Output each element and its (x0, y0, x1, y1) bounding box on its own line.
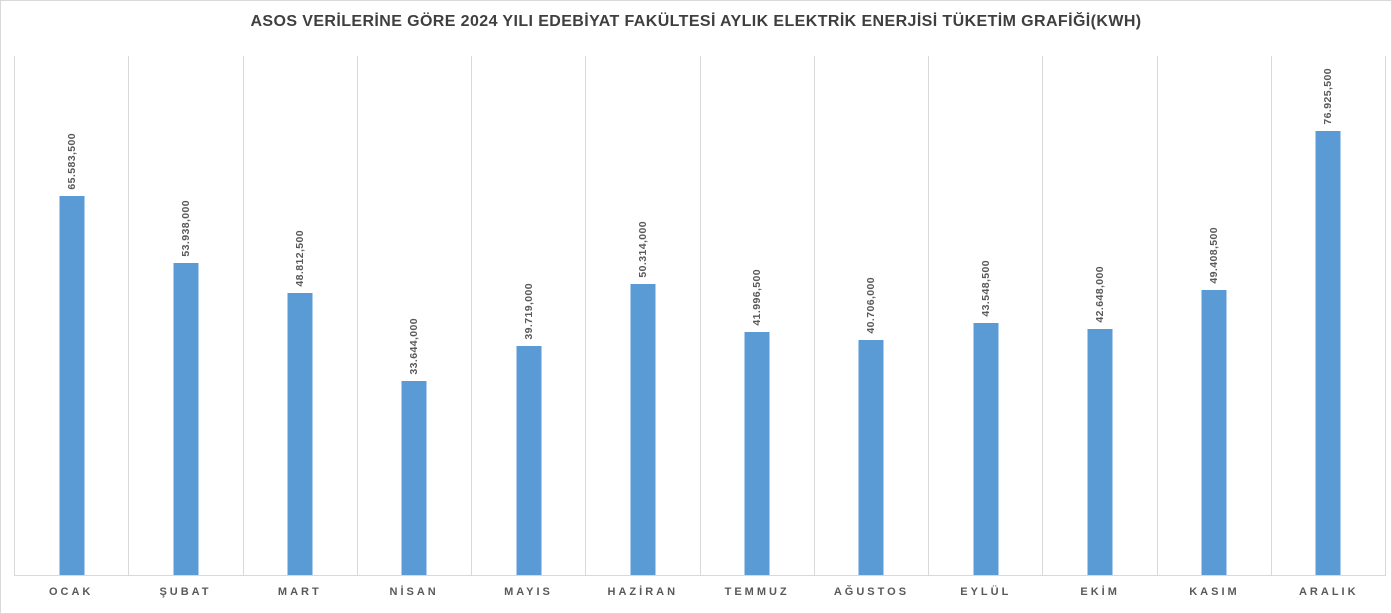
bar-value-label: 65.583,500 (65, 133, 78, 190)
x-axis-label: MAYIS (504, 586, 553, 598)
category-cell: 39.719,000 (471, 56, 585, 575)
bar[interactable] (516, 346, 542, 575)
bar[interactable] (59, 196, 85, 575)
bar-value-label: 33.644,000 (408, 318, 421, 375)
bar[interactable] (1201, 290, 1227, 575)
x-axis-label: EKİM (1080, 586, 1120, 598)
bar[interactable] (401, 381, 427, 575)
category-cell: 76.925,500 (1270, 56, 1385, 575)
bar-value-label: 42.648,000 (1093, 266, 1106, 323)
category-cell: 49.408,500 (1156, 56, 1271, 575)
chart-title: ASOS VERİLERİNE GÖRE 2024 YILI EDEBİYAT … (250, 13, 1142, 30)
category-cell: 48.812,500 (242, 56, 357, 575)
bar-value-label: 53.938,000 (179, 200, 192, 257)
category-cell: 33.644,000 (356, 56, 471, 575)
category-cell: 65.583,500 (14, 56, 128, 575)
bar-value-label: 39.719,000 (522, 283, 535, 340)
category-cell: 43.548,500 (928, 56, 1042, 575)
x-axis-label: EYLÜL (960, 586, 1012, 598)
bar-value-label: 50.314,000 (636, 221, 649, 278)
x-axis-label: ARALIK (1298, 586, 1359, 598)
x-axis-label: MART (277, 586, 322, 598)
x-axis-label: OCAK (48, 586, 94, 598)
x-axis-label: NİSAN (389, 586, 439, 598)
category-cell: 40.706,000 (813, 56, 928, 575)
bar[interactable] (973, 323, 999, 575)
bar-value-label: 76.925,500 (1322, 68, 1335, 125)
bar-value-label: 40.706,000 (865, 277, 878, 334)
bar[interactable] (1087, 329, 1113, 575)
bar[interactable] (1315, 131, 1341, 575)
x-axis-label: KASIM (1189, 586, 1240, 598)
bar[interactable] (858, 340, 884, 575)
x-axis: OCAK ŞUBAT MART NİSAN MAYIS HAZİRAN TEMMUZ AĞUS… (14, 576, 1386, 614)
bar-value-label: 43.548,500 (979, 260, 992, 317)
gridlines: 65.583,500 53.938,000 48.812,500 33.644,… (14, 56, 1386, 576)
bar[interactable] (630, 284, 656, 575)
x-axis-label: ŞUBAT (159, 586, 212, 598)
bar-value-label: 49.408,500 (1208, 227, 1221, 284)
category-cell: 41.996,500 (699, 56, 814, 575)
x-axis-label: AĞUSTOS (833, 586, 910, 598)
bar[interactable] (287, 293, 313, 575)
category-cell: 50.314,000 (585, 56, 699, 575)
category-cell: 53.938,000 (128, 56, 242, 575)
bar[interactable] (744, 332, 770, 575)
x-axis-label: HAZİRAN (607, 586, 679, 598)
x-axis-label: TEMMUZ (724, 586, 790, 598)
bar[interactable] (173, 263, 199, 575)
bar-value-label: 48.812,500 (294, 230, 307, 287)
plot-area: 65.583,500 53.938,000 48.812,500 33.644,… (14, 56, 1386, 576)
bar-value-label: 41.996,500 (751, 269, 764, 326)
category-cell: 42.648,000 (1042, 56, 1156, 575)
